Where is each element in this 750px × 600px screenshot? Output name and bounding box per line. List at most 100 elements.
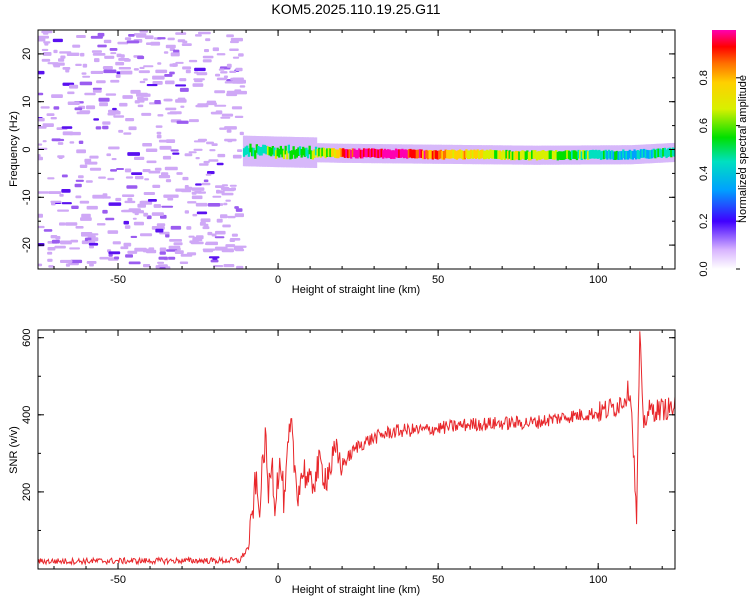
- noise-blob: [112, 107, 117, 111]
- noise-blob: [212, 257, 218, 260]
- ridge-cell: [351, 148, 354, 157]
- ridge-cell: [651, 149, 654, 159]
- noise-blob: [187, 201, 197, 204]
- ridge-cell: [415, 149, 418, 159]
- ridge-cell: [582, 150, 585, 159]
- noise-blob: [216, 77, 228, 81]
- noise-blob: [123, 132, 132, 135]
- noise-blob: [220, 187, 230, 190]
- ridge-cell: [367, 148, 370, 157]
- ridge-cell: [518, 151, 521, 161]
- ridge-cell: [644, 149, 647, 159]
- ridge-cell: [603, 150, 606, 160]
- noise-blob: [65, 263, 70, 267]
- noise-blob: [203, 223, 209, 228]
- noise-blob: [143, 192, 155, 195]
- ridge-cell: [500, 151, 503, 160]
- noise-blob: [59, 51, 72, 54]
- noise-blob: [163, 194, 169, 198]
- ridge-cell: [550, 150, 553, 159]
- noise-blob: [214, 236, 225, 239]
- ridge-cell: [418, 149, 422, 158]
- ridge-cell: [479, 150, 482, 159]
- ridge-cell: [532, 150, 535, 159]
- noise-blob: [230, 187, 236, 191]
- noise-blob: [182, 66, 192, 70]
- noise-blob: [157, 37, 166, 40]
- ridge-cell: [303, 148, 306, 157]
- noise-blob: [108, 202, 122, 206]
- noise-blob: [169, 63, 178, 67]
- noise-blob: [139, 80, 146, 84]
- noise-blob: [228, 249, 235, 253]
- noise-blob: [137, 203, 146, 208]
- noise-blob: [75, 195, 82, 199]
- noise-blob: [215, 73, 221, 77]
- noise-blob: [137, 97, 149, 101]
- chart-title: KOM5.2025.110.19.25.G11: [271, 1, 440, 17]
- ridge-cell: [478, 150, 481, 160]
- noise-blob: [58, 155, 63, 159]
- noise-blob: [92, 89, 102, 93]
- noise-blob: [69, 84, 79, 89]
- noise-blob: [196, 211, 208, 215]
- ridge-cell: [246, 145, 249, 155]
- noise-blob: [179, 261, 189, 264]
- noise-blob: [237, 149, 243, 152]
- noise-blob: [40, 106, 50, 109]
- noise-blob: [201, 182, 211, 186]
- noise-blob: [128, 208, 141, 211]
- noise-blob: [140, 233, 153, 237]
- noise-blob: [105, 217, 115, 221]
- noise-blob: [146, 249, 157, 254]
- ridge-cell: [465, 149, 468, 158]
- noise-blob: [76, 111, 90, 115]
- noise-blob: [146, 160, 157, 164]
- noise-blob: [38, 191, 50, 194]
- noise-blob: [193, 148, 203, 151]
- noise-blob: [60, 259, 73, 263]
- y-tick-label: 200: [21, 483, 33, 501]
- ridge-cell: [498, 150, 502, 159]
- ridge-cell: [503, 151, 506, 160]
- noise-blob: [47, 177, 55, 180]
- noise-blob: [186, 252, 197, 256]
- noise-blob: [76, 35, 86, 38]
- noise-blob: [92, 53, 106, 56]
- noise-blob: [136, 92, 148, 97]
- ridge-cell: [404, 149, 407, 158]
- ridge-cell: [260, 146, 263, 156]
- ridge-cell: [559, 151, 563, 160]
- ridge-cell: [630, 150, 633, 160]
- noise-blob: [84, 92, 96, 96]
- ridge-cell: [463, 150, 466, 160]
- ridge-cell: [447, 150, 450, 159]
- ridge-cell: [436, 150, 439, 160]
- ridge-cell: [537, 151, 540, 160]
- snr-frame: [37, 329, 676, 570]
- noise-blob: [54, 245, 66, 249]
- noise-blob: [70, 239, 79, 243]
- noise-blob: [165, 194, 179, 198]
- noise-blob: [205, 173, 212, 176]
- noise-blob: [181, 43, 192, 46]
- noise-blob: [161, 205, 174, 208]
- noise-blob: [82, 63, 88, 68]
- ridge-cell: [423, 150, 426, 160]
- ridge-cell: [514, 150, 518, 160]
- x-tick-label: 0: [275, 274, 281, 286]
- ridge-cell: [265, 145, 268, 155]
- noise-blob: [221, 184, 228, 187]
- ridge-cell: [454, 150, 457, 159]
- ridge-cell: [282, 150, 286, 160]
- spectrogram-x-label: Height of straight line (km): [292, 284, 420, 296]
- ridge-cell: [455, 151, 458, 160]
- y-tick-label: 10: [21, 96, 33, 108]
- noise-blob: [79, 200, 90, 204]
- snr-data: [38, 331, 675, 566]
- ridge-cell: [585, 150, 588, 159]
- ridge-cell: [398, 149, 401, 158]
- noise-blob: [102, 121, 111, 125]
- ridge-cell: [482, 150, 486, 160]
- ridge-cell: [604, 149, 607, 159]
